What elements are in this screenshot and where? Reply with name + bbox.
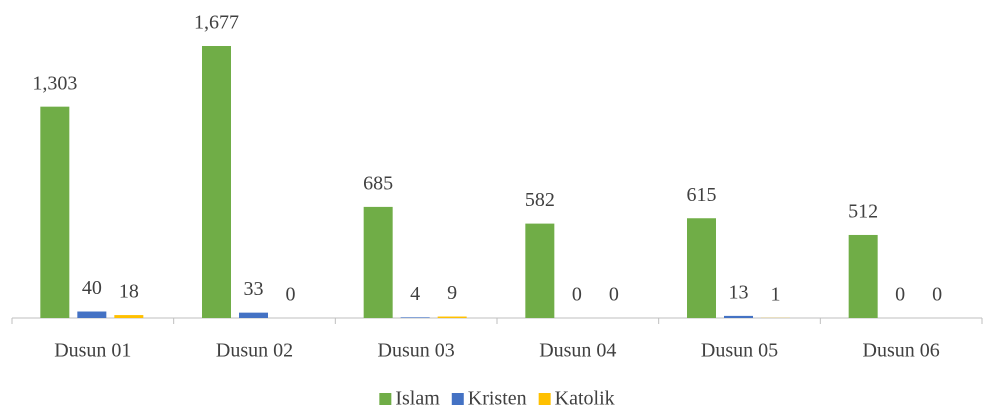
data-label: 512 [848, 201, 878, 223]
data-label: 18 [119, 281, 139, 303]
bar [202, 46, 231, 318]
data-label: 40 [82, 277, 102, 299]
x-tick-label: Dusun 06 [863, 340, 940, 362]
bar [114, 315, 144, 318]
data-label: 0 [286, 284, 296, 306]
bar [687, 218, 716, 318]
data-label: 33 [244, 278, 264, 300]
bar [848, 234, 878, 318]
bar [363, 206, 393, 318]
x-tick-label: Dusun 05 [701, 340, 778, 362]
legend-label: Katolik [555, 388, 615, 410]
bar [724, 315, 753, 318]
data-label: 4 [410, 283, 420, 305]
data-label: 0 [895, 284, 905, 306]
data-label: 0 [572, 284, 582, 306]
legend-label: Kristen [468, 388, 527, 410]
x-tick-label: Dusun 04 [539, 340, 616, 362]
data-label: 582 [525, 189, 555, 211]
data-label: 685 [363, 172, 393, 194]
legend-label: Islam [395, 388, 440, 410]
data-label: 13 [729, 281, 749, 303]
data-label: 1,677 [194, 12, 239, 34]
bar [400, 317, 430, 318]
x-tick-label: Dusun 01 [54, 340, 131, 362]
bar [239, 312, 268, 318]
data-label: 0 [609, 284, 619, 306]
x-tick-label: Dusun 03 [378, 340, 455, 362]
bar [525, 223, 555, 318]
legend-swatch [379, 393, 392, 405]
data-label: 615 [687, 184, 717, 206]
data-label: 1 [771, 283, 781, 305]
data-label: 9 [447, 282, 457, 304]
data-label: 0 [932, 284, 942, 306]
data-label: 1,303 [32, 72, 77, 94]
bar [437, 316, 467, 318]
bar [40, 106, 70, 318]
legend-swatch [451, 393, 464, 405]
x-tick-label: Dusun 02 [216, 340, 293, 362]
bar [77, 311, 107, 318]
legend-swatch [538, 393, 551, 405]
